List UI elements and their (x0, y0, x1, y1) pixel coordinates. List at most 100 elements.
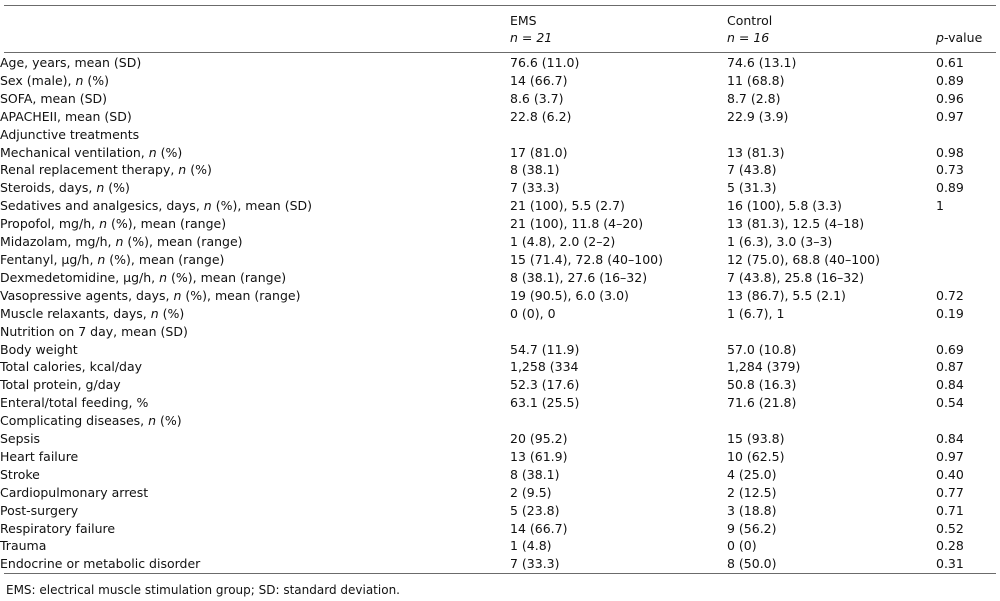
control-value: 57.0 (10.8) (727, 341, 797, 357)
ems-value: 63.1 (25.5) (510, 395, 580, 411)
table-row: Stroke 8 (38.1) 4 (25.0) 0.40 (0, 466, 1000, 484)
table-row: Adjunctive treatments (0, 126, 1000, 144)
row-label: Mechanical ventilation, n (%) (0, 144, 183, 160)
row-label: Trauma (0, 538, 47, 554)
ems-value: 0 (0), 0 (510, 305, 556, 321)
row-label: Sex (male), n (%) (0, 72, 110, 88)
ems-value: 21 (100), 11.8 (4–20) (510, 216, 644, 232)
ems-value: 7 (33.3) (510, 556, 560, 572)
p-value (936, 251, 1000, 269)
control-value: 9 (56.2) (727, 520, 777, 536)
ems-value: 7 (33.3) (510, 180, 560, 196)
control-value: 4 (25.0) (727, 466, 777, 482)
row-label: Respiratory failure (0, 520, 116, 536)
ems-value: 15 (71.4), 72.8 (40–100) (510, 251, 663, 267)
table-row: Respiratory failure 14 (66.7) 9 (56.2) 0.52 (0, 520, 1000, 538)
table-row: Sepsis 20 (95.2) 15 (93.8) 0.84 (0, 430, 1000, 448)
control-value: 10 (62.5) (727, 448, 785, 464)
column-header-ems: EMS n = 21 (510, 12, 552, 46)
table-row: Body weight 54.7 (11.9) 57.0 (10.8) 0.69 (0, 341, 1000, 359)
p-value: 0.84 (936, 431, 964, 447)
table-top-rule (4, 5, 996, 6)
row-label: Fentanyl, µg/h, n (%), mean (range) (0, 251, 225, 267)
row-label: Post-surgery (0, 502, 79, 518)
p-value (936, 323, 1000, 341)
row-label: Cardiopulmonary arrest (0, 484, 149, 500)
p-value (936, 215, 1000, 233)
p-value: 0.40 (936, 466, 964, 482)
control-value: 1 (6.7), 1 (727, 305, 785, 321)
ems-value: 76.6 (11.0) (510, 55, 580, 70)
control-value: 2 (12.5) (727, 484, 777, 500)
p-value: 0.73 (936, 162, 964, 178)
table-row: Total protein, g/day 52.3 (17.6) 50.8 (16.… (0, 376, 1000, 394)
ems-value: 8.6 (3.7) (510, 90, 564, 106)
ems-value (510, 323, 727, 341)
row-label: Propofol, mg/h, n (%), mean (range) (0, 216, 227, 232)
row-label: Enteral/total feeding, % (0, 395, 149, 411)
p-value: 0.52 (936, 520, 964, 536)
control-value: 15 (93.8) (727, 431, 785, 447)
p-value: 1 (936, 198, 944, 214)
ems-value: 8 (38.1), 27.6 (16–32) (510, 269, 648, 285)
ems-value: 14 (66.7) (510, 520, 568, 536)
row-label: APACHEII, mean (SD) (0, 108, 132, 124)
p-value: 0.54 (936, 395, 964, 411)
control-value: 13 (81.3) (727, 144, 785, 160)
p-value: 0.69 (936, 341, 964, 357)
table-row: Sedatives and analgesics, days, n (%), m… (0, 197, 1000, 215)
table-row: APACHEII, mean (SD) 22.8 (6.2) 22.9 (3.9) 0… (0, 108, 1000, 126)
ems-value: 14 (66.7) (510, 72, 568, 88)
table-body: Age, years, mean (SD) 76.6 (11.0) 74.6 (13… (0, 54, 1000, 573)
table-row: Cardiopulmonary arrest 2 (9.5) 2 (12.5) 0.7… (0, 484, 1000, 502)
table-row: Propofol, mg/h, n (%), mean (range) 21 (1… (0, 215, 1000, 233)
table-row: Mechanical ventilation, n (%) 17 (81.0) 13… (0, 144, 1000, 162)
control-value: 3 (18.8) (727, 502, 777, 518)
ems-n: n = 21 (510, 30, 553, 45)
p-value: 0.97 (936, 448, 964, 464)
row-label: Body weight (0, 341, 78, 357)
p-value: 0.89 (936, 72, 964, 88)
row-label: Steroids, days, n (%) (0, 180, 130, 196)
control-value: 13 (81.3), 12.5 (4–18) (727, 216, 865, 232)
p-value: 0.97 (936, 108, 964, 124)
ems-value: 1,258 (334 (510, 359, 579, 375)
table-row: Endocrine or metabolic disorder 7 (33.3) 8… (0, 555, 1000, 573)
ems-value: 2 (9.5) (510, 484, 552, 500)
table-row: Nutrition on 7 day, mean (SD) (0, 323, 1000, 341)
row-label: Sedatives and analgesics, days, n (%), m… (0, 198, 313, 214)
ems-value: 5 (23.8) (510, 502, 560, 518)
row-label: Complicating diseases, n (%) (0, 413, 182, 429)
ems-value: 22.8 (6.2) (510, 108, 572, 124)
row-label: Heart failure (0, 448, 79, 464)
control-value: 12 (75.0), 68.8 (40–100) (727, 251, 880, 267)
control-value: 16 (100), 5.8 (3.3) (727, 198, 842, 214)
p-value (936, 269, 1000, 287)
p-value (936, 233, 1000, 251)
ems-value: 8 (38.1) (510, 466, 560, 482)
control-value: 8.7 (2.8) (727, 90, 781, 106)
ems-value: 1 (4.8) (510, 538, 552, 554)
ems-value: 8 (38.1) (510, 162, 560, 178)
row-label: Dexmedetomidine, µg/h, n (%), mean (rang… (0, 269, 287, 285)
row-label: Midazolam, mg/h, n (%), mean (range) (0, 234, 243, 250)
control-value: 5 (31.3) (727, 180, 777, 196)
p-value (936, 412, 1000, 430)
row-label: Nutrition on 7 day, mean (SD) (0, 323, 188, 339)
p-value: 0.19 (936, 305, 964, 321)
table-row: Total calories, kcal/day 1,258 (334 1,284 … (0, 358, 1000, 376)
p-value: 0.89 (936, 180, 964, 196)
ems-value (510, 126, 727, 144)
ems-value: 1 (4.8), 2.0 (2–2) (510, 234, 616, 250)
column-header-control: Control n = 16 (727, 12, 772, 46)
control-value: 7 (43.8) (727, 162, 777, 178)
table-row: Heart failure 13 (61.9) 10 (62.5) 0.97 (0, 448, 1000, 466)
table-row: Complicating diseases, n (%) (0, 412, 1000, 430)
control-n: n = 16 (727, 30, 770, 45)
table-row: SOFA, mean (SD) 8.6 (3.7) 8.7 (2.8) 0.96 (0, 90, 1000, 108)
row-label: Stroke (0, 466, 40, 482)
p-value: 0.87 (936, 359, 964, 375)
row-label: Total protein, g/day (0, 377, 121, 393)
control-value: 50.8 (16.3) (727, 377, 797, 393)
control-value: 22.9 (3.9) (727, 108, 789, 124)
